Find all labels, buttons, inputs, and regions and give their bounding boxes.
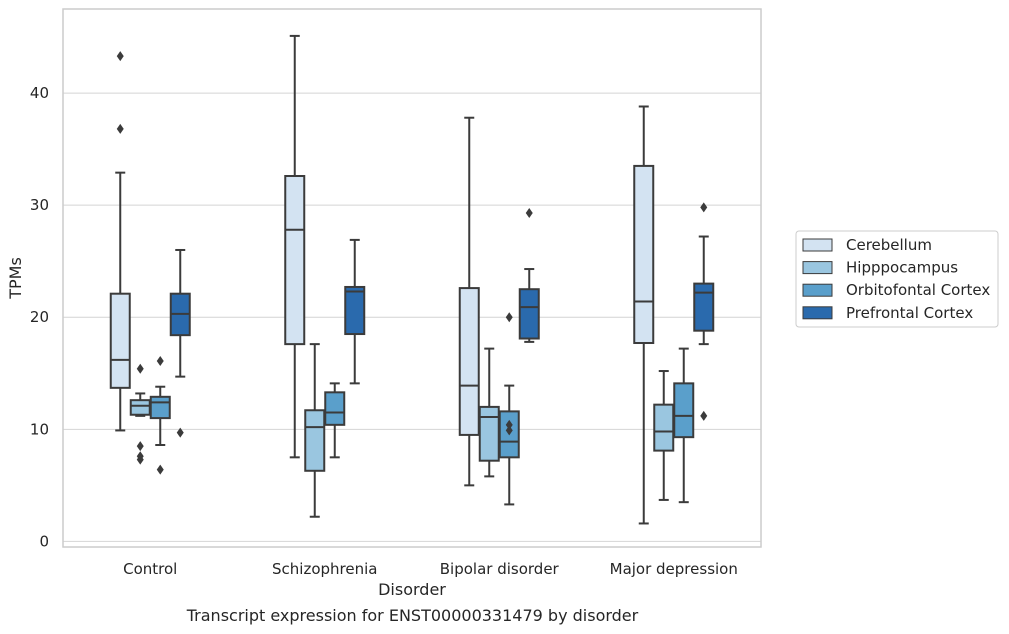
x-axis-label: Disorder <box>378 580 446 599</box>
plot-frame <box>62 8 762 548</box>
y-tick-label: 0 <box>39 532 49 550</box>
legend-frame <box>795 230 999 328</box>
box <box>324 391 346 426</box>
outlier-point <box>176 427 184 438</box>
box-hipppocampus <box>304 343 326 518</box>
outlier-point <box>136 454 144 465</box>
outlier-point <box>136 363 144 374</box>
legend-swatch <box>802 261 833 275</box>
box <box>284 175 306 346</box>
y-tick-label: 40 <box>30 84 49 102</box>
legend-label: Hipppocampus <box>846 259 958 277</box>
box <box>344 285 366 336</box>
outlier-point <box>116 51 124 62</box>
box <box>149 395 171 420</box>
legend-swatch <box>802 306 833 320</box>
box-prefrontal-cortex <box>344 238 366 385</box>
legend-label: Prefrontal Cortex <box>846 304 973 322</box>
box <box>653 403 675 452</box>
outlier-point <box>525 207 533 218</box>
box-cerebellum <box>109 51 131 432</box>
legend: Cerebellum Hipppocampus Orbitofontal Corte… <box>795 230 999 328</box>
box <box>304 409 326 472</box>
box-cerebellum <box>458 116 480 487</box>
x-tick-label: Major depression <box>610 560 738 578</box>
x-tick-label: Control <box>123 560 177 578</box>
outlier-point <box>700 410 708 421</box>
box <box>693 282 715 332</box>
box <box>673 382 695 439</box>
outlier-point <box>505 419 513 430</box>
y-tick-label: 30 <box>30 196 49 214</box>
box <box>633 164 655 345</box>
legend-swatch <box>802 238 833 252</box>
outlier-point <box>136 441 144 452</box>
box-groups <box>109 34 715 525</box>
box-hipppocampus <box>129 363 151 465</box>
legend-label: Cerebellum <box>846 236 932 254</box>
box <box>458 287 480 436</box>
box-prefrontal-cortex <box>169 248 191 438</box>
box-prefrontal-cortex <box>518 207 540 343</box>
gridlines <box>63 92 761 542</box>
box-cerebellum <box>633 105 655 525</box>
box <box>129 399 151 416</box>
y-tick-label: 20 <box>30 308 49 326</box>
legend-label: Orbitofontal Cortex <box>846 281 990 299</box>
box-orbitofontal-cortex <box>498 312 520 506</box>
legend-swatch <box>802 283 833 297</box>
box-hipppocampus <box>478 347 500 478</box>
x-tick-label: Schizophrenia <box>272 560 377 578</box>
y-tick-labels: 0 10 20 30 40 <box>30 84 49 550</box>
figure-caption: Transcript expression for ENST0000033147… <box>186 606 639 625</box>
outlier-point <box>156 464 164 475</box>
y-axis-label: TPMs <box>6 257 25 300</box>
box-cerebellum <box>284 34 306 459</box>
outlier-point <box>700 202 708 213</box>
box-hipppocampus <box>653 370 675 501</box>
box <box>518 288 540 340</box>
outlier-point <box>156 355 164 366</box>
box-orbitofontal-cortex <box>149 355 171 475</box>
x-tick-labels: Control Schizophrenia Bipolar disorder Majo… <box>123 560 738 578</box>
box-orbitofontal-cortex <box>324 382 346 459</box>
outlier-point <box>505 312 513 323</box>
box-prefrontal-cortex <box>693 202 715 421</box>
outlier-point <box>505 425 513 436</box>
box-orbitofontal-cortex <box>673 347 695 504</box>
box <box>109 292 131 389</box>
y-tick-label: 10 <box>30 420 49 438</box>
outlier-point <box>116 123 124 134</box>
x-tick-label: Bipolar disorder <box>440 560 560 578</box>
box <box>478 405 500 462</box>
